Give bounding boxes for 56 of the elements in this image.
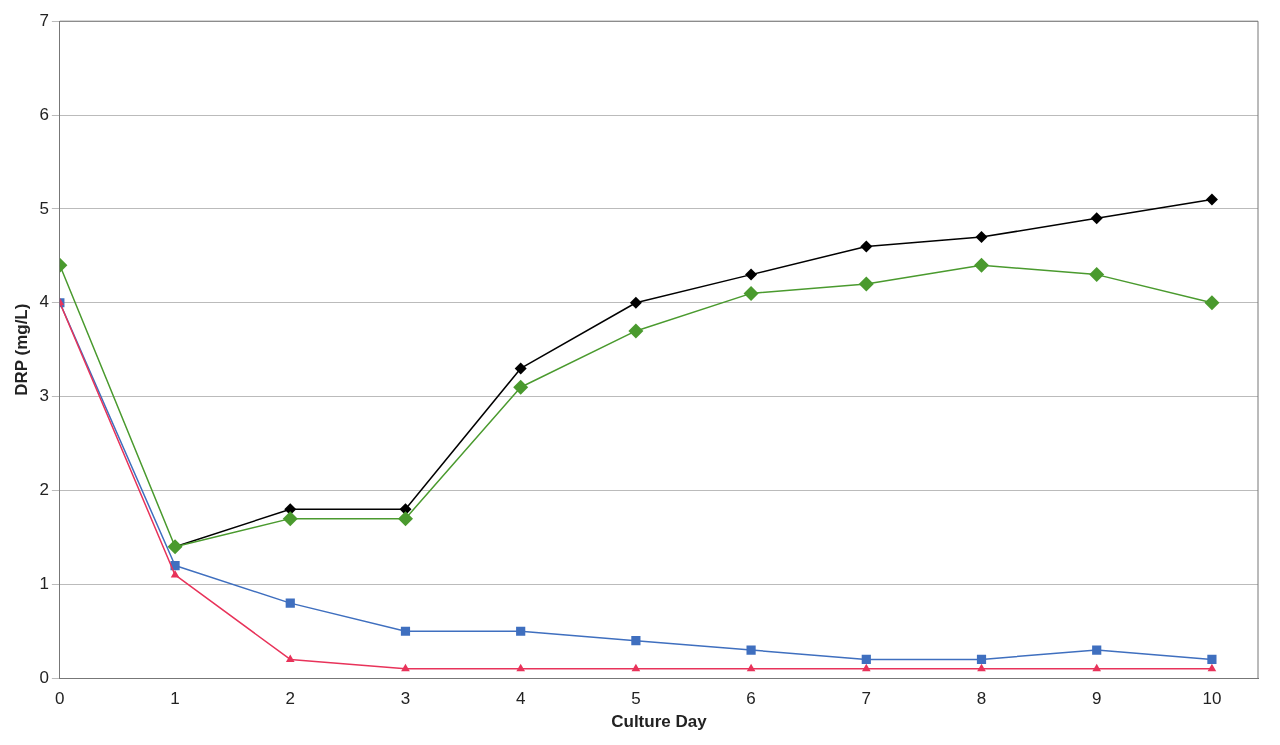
point — [1205, 193, 1218, 206]
point — [743, 285, 759, 301]
point — [1089, 267, 1105, 283]
point — [282, 511, 298, 527]
point — [1207, 663, 1217, 672]
point — [516, 626, 526, 636]
point — [1092, 645, 1102, 655]
x-axis-title: Culture Day — [611, 712, 708, 732]
y-tick-label: 4 — [39, 292, 49, 312]
point — [516, 663, 526, 672]
point — [631, 636, 641, 646]
point — [1204, 295, 1220, 311]
point — [858, 276, 874, 292]
point — [285, 598, 295, 608]
point — [974, 257, 990, 273]
x-tick-label: 8 — [976, 689, 987, 709]
point — [861, 654, 871, 665]
point — [1092, 663, 1102, 672]
y-tick-label: 6 — [39, 104, 49, 124]
point — [746, 663, 756, 672]
point — [1090, 212, 1103, 225]
y-tick-label: 0 — [39, 667, 49, 687]
point — [170, 569, 180, 578]
point — [976, 654, 987, 665]
point — [629, 296, 642, 309]
point — [513, 379, 529, 395]
point — [631, 663, 641, 672]
x-tick-label: 4 — [515, 689, 526, 709]
x-tick-label: 9 — [1091, 689, 1102, 709]
x-tick-label: 3 — [400, 689, 411, 709]
x-tick-label: 2 — [285, 689, 295, 709]
y-tick-label: 7 — [39, 10, 49, 30]
x-tick-label: 1 — [170, 689, 180, 709]
point — [400, 626, 411, 636]
point — [628, 323, 644, 339]
y-axis-title: DRP (mg/L) — [11, 303, 31, 396]
y-tick-label: 3 — [39, 386, 49, 406]
point — [977, 663, 986, 672]
point — [514, 362, 527, 375]
point — [397, 511, 413, 527]
point — [285, 654, 295, 662]
point — [1207, 654, 1217, 665]
point — [975, 231, 988, 244]
point — [401, 663, 410, 672]
x-tick-label: 6 — [746, 689, 756, 709]
x-tick-label: 5 — [631, 689, 641, 709]
point — [860, 240, 873, 253]
x-tick-label: 7 — [861, 689, 872, 709]
point — [861, 663, 871, 672]
y-tick-label: 1 — [39, 574, 49, 594]
point — [746, 645, 756, 655]
x-tick-label: 0 — [55, 689, 65, 709]
y-tick-label: 5 — [39, 198, 49, 218]
y-tick-label: 2 — [39, 480, 49, 500]
point — [745, 268, 758, 281]
x-tick-label: 10 — [1202, 689, 1222, 709]
